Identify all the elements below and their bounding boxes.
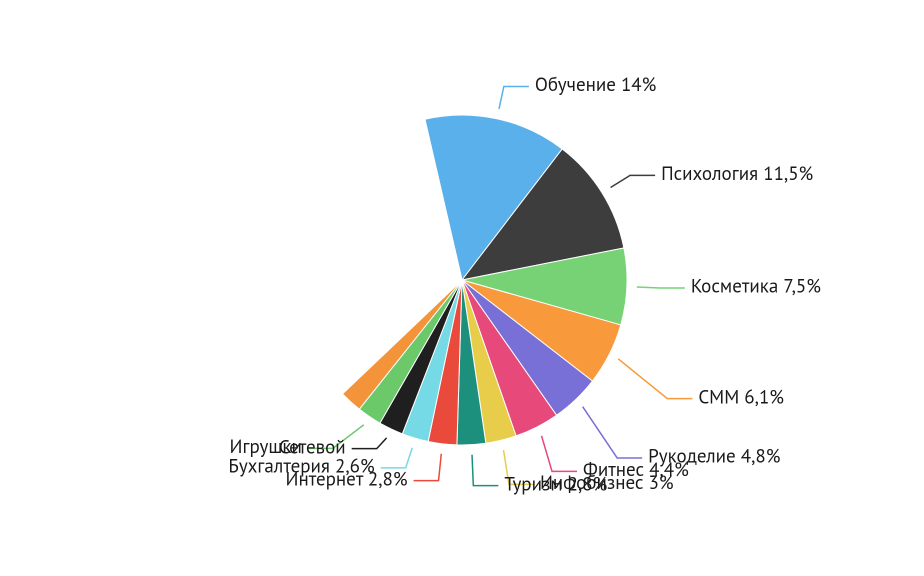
slice-label: Туризм 2,8% (504, 472, 607, 496)
leader-line (499, 86, 529, 108)
leader-line (352, 438, 387, 449)
slice-label: СММ 6,1% (698, 385, 784, 409)
leader-line (583, 407, 642, 458)
leader-line (381, 448, 413, 468)
leader-line (542, 436, 577, 471)
leader-line (472, 455, 498, 486)
slice-label: Психология 11,5% (661, 162, 813, 186)
pie-chart: Обучение 14% Психология 11,5% Косметика 7,… (0, 0, 924, 576)
leader-line (618, 359, 692, 399)
leader-line (414, 454, 442, 481)
slice-label: Косметика 7,5% (691, 275, 821, 299)
slice-label: Обучение 14% (535, 73, 657, 97)
slice-label: Игрушки (230, 435, 302, 459)
leader-line (637, 287, 685, 288)
leader-line (611, 175, 656, 187)
